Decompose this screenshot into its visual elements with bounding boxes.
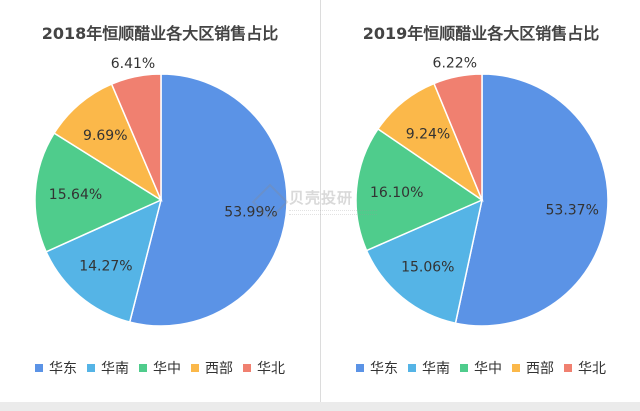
slice-xibu: [53, 83, 163, 202]
chart-panel-2018: 2018年恒顺醋业各大区销售占比 53.99% 14.27% 15.64% 9.69%…: [0, 0, 320, 402]
data-label: 53.99%: [224, 204, 277, 220]
legend-label: 华北: [578, 361, 606, 377]
legend-item-huanan: 华南: [87, 358, 129, 378]
slice-huadong: [454, 73, 609, 327]
legend-item-huabei: 华北: [243, 358, 285, 378]
legend-item-huanan: 华南: [408, 358, 450, 378]
legend-swatch: [35, 364, 43, 372]
slice-huanan: [365, 198, 484, 325]
chart-title: 2019年恒顺醋业各大区销售占比: [362, 24, 600, 43]
slice-huazhong: [355, 127, 484, 252]
slice-huadong: [128, 73, 288, 327]
data-label: 6.22%: [433, 56, 477, 72]
legend-label: 西部: [205, 361, 233, 377]
legend-item-huabei: 华北: [564, 358, 606, 378]
data-label: 14.27%: [79, 259, 132, 275]
data-label: 53.37%: [546, 203, 599, 219]
legend-label: 西部: [526, 361, 554, 377]
legend-label: 华北: [257, 361, 285, 377]
legend-item-huazhong: 华中: [460, 358, 502, 378]
legend-label: 华南: [422, 361, 450, 377]
legend-label: 华东: [370, 361, 398, 377]
data-label: 15.06%: [401, 259, 454, 275]
legend-swatch: [139, 364, 147, 372]
legend: 华东 华南 华中 西部 华北: [321, 358, 640, 378]
data-label: 15.64%: [49, 187, 102, 203]
slice-huazhong: [34, 132, 163, 253]
slice-huabei: [110, 73, 162, 201]
pie-chart-2018: 53.99% 14.27% 15.64% 9.69% 6.41%: [34, 56, 288, 327]
pie-chart-2019: 53.37% 15.06% 16.10% 9.24% 6.22%: [355, 56, 609, 327]
legend-item-xibu: 西部: [191, 358, 233, 378]
legend-swatch: [408, 364, 416, 372]
data-label: 16.10%: [370, 185, 423, 201]
legend-label: 华中: [153, 361, 181, 377]
legend-swatch: [512, 364, 520, 372]
legend-swatch: [564, 364, 572, 372]
legend-label: 华东: [49, 361, 77, 377]
legend-item-huadong: 华东: [356, 358, 398, 378]
panel-divider: [320, 0, 321, 402]
legend-swatch: [460, 364, 468, 372]
legend-label: 华南: [101, 361, 129, 377]
legend-item-huazhong: 华中: [139, 358, 181, 378]
legend: 华东 华南 华中 西部 华北: [0, 358, 320, 378]
chart-title: 2018年恒顺醋业各大区销售占比: [41, 24, 279, 43]
data-label: 6.41%: [111, 56, 155, 72]
legend-swatch: [356, 364, 364, 372]
legend-item-huadong: 华东: [35, 358, 77, 378]
legend-label: 华中: [474, 361, 502, 377]
slice-huanan: [45, 198, 163, 323]
legend-swatch: [243, 364, 251, 372]
data-label: 9.69%: [83, 128, 127, 144]
data-label: 9.24%: [406, 126, 450, 142]
legend-item-xibu: 西部: [512, 358, 554, 378]
chart-panel-2019: 2019年恒顺醋业各大区销售占比 53.37% 15.06% 16.10% 9.24%…: [321, 0, 640, 402]
legend-swatch: [191, 364, 199, 372]
legend-swatch: [87, 364, 95, 372]
slice-huabei: [433, 73, 483, 201]
